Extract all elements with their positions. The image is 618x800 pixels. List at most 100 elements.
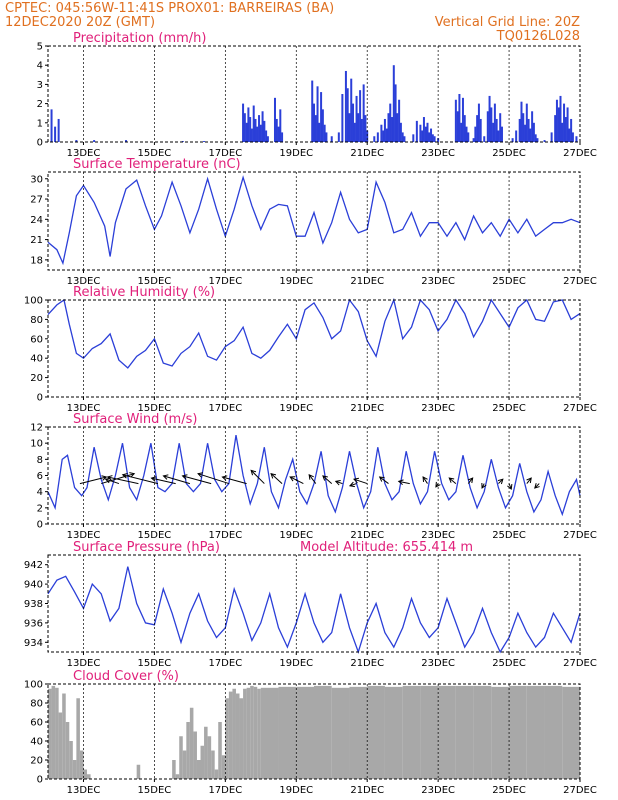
cloud-cover-bar	[179, 736, 183, 779]
precip-bar	[357, 113, 360, 142]
cloud-x-tick-label: 21DEC	[350, 785, 384, 796]
cloud-x-tick-label: 27DEC	[563, 785, 597, 796]
pres-y-tick-label: 938	[24, 599, 43, 610]
cloud-cover-bar	[257, 688, 261, 779]
wind-arrow-head	[422, 476, 428, 483]
precip-bar	[364, 115, 367, 142]
precip-bar	[412, 134, 415, 142]
rh-y-tick-label: 80	[30, 315, 43, 326]
precip-y-tick-label: 2	[37, 99, 43, 110]
cloud-cover-bar	[214, 769, 219, 779]
rh-x-tick-label: 23DEC	[421, 403, 455, 414]
wind-arrow-head	[250, 469, 257, 476]
wind-arrow-head	[497, 478, 504, 485]
cloud-cover-bar	[65, 722, 70, 779]
precip-bar	[458, 94, 461, 142]
precip-bar	[492, 122, 495, 142]
cloud-cover-bar	[136, 764, 141, 779]
cloud-cover-bar	[491, 686, 510, 779]
rh-x-tick-label: 13DEC	[67, 403, 101, 414]
cloud-cover-bar	[58, 712, 63, 779]
temp-x-tick-label: 15DEC	[138, 276, 172, 287]
cloud-x-tick-label: 17DEC	[208, 785, 242, 796]
wind-arrow	[289, 476, 304, 485]
cloud-cover-bar	[55, 687, 59, 779]
wind-x-tick-label: 15DEC	[138, 530, 172, 541]
precip-x-tick-label: 15DEC	[138, 148, 172, 159]
precip-bar	[403, 136, 406, 142]
temp-title: Surface Temperature (nC)	[73, 157, 241, 172]
precip-bar	[323, 124, 326, 142]
cloud-y-tick-label: 100	[24, 680, 43, 691]
cloud-cover-bar	[83, 769, 88, 779]
precip-bar	[382, 130, 385, 142]
precip-bar	[254, 118, 257, 142]
precip-bar	[265, 130, 268, 142]
rh-x-tick-label: 27DEC	[563, 403, 597, 414]
run-date: 12DEC2020 20Z (GMT)	[5, 15, 155, 30]
precip-bar	[488, 95, 491, 142]
precip-bar	[433, 136, 436, 142]
precip-bar	[389, 103, 392, 142]
cloud-cover-bar	[69, 741, 73, 779]
wind-arrow-head	[101, 475, 108, 481]
cloud-x-tick-label: 19DEC	[279, 785, 313, 796]
precip-bar	[252, 105, 255, 142]
precip-bar	[261, 111, 264, 142]
rh-x-tick-label: 19DEC	[279, 403, 313, 414]
precip-bar	[474, 126, 477, 142]
precip-bar	[529, 128, 532, 142]
wind-arrow-head	[378, 476, 385, 482]
cloud-cover-bar	[526, 685, 545, 779]
temp-x-tick-label: 19DEC	[279, 276, 313, 287]
wind-arrow	[122, 474, 159, 485]
cloud-cover-bar	[246, 687, 251, 779]
precip-bar	[125, 140, 128, 142]
precip-bar	[360, 118, 363, 142]
cloud-cover-bar	[260, 687, 279, 779]
wind-arrow	[422, 476, 428, 484]
cloud-cover-bar	[402, 685, 421, 779]
precip-bar	[493, 103, 496, 142]
wind-x-tick-label: 27DEC	[563, 530, 597, 541]
precip-bar	[422, 117, 425, 142]
precip-bar	[563, 103, 566, 142]
wind-arrow-head	[507, 484, 513, 491]
pres-y-tick-label: 940	[24, 580, 43, 591]
precip-bar	[421, 130, 424, 142]
pres-y-tick-label: 942	[24, 560, 43, 571]
cloud-cover-bar	[62, 693, 66, 779]
wind-arrow-head	[448, 477, 455, 483]
precip-bar	[330, 136, 333, 142]
cloud-cover-bar	[296, 686, 314, 779]
precip-bar	[353, 122, 356, 142]
wind-arrow	[107, 476, 139, 485]
wind-arrow	[163, 475, 191, 485]
precip-bar	[428, 132, 431, 142]
pres-y-tick-label: 934	[24, 638, 43, 649]
wind-arrow-head	[397, 479, 404, 485]
wind-title: Surface Wind (m/s)	[73, 412, 197, 427]
cloud-cover-bar	[228, 691, 233, 779]
precip-bar	[531, 111, 534, 142]
wind-x-tick-label: 17DEC	[208, 530, 242, 541]
wind-arrow	[353, 478, 368, 485]
precip-bar	[311, 80, 314, 142]
wind-arrow-head	[270, 472, 277, 479]
cloud-cover-bar	[211, 750, 215, 779]
precip-bar	[348, 113, 351, 142]
precip-bar	[337, 132, 340, 142]
rh-y-tick-label: 40	[30, 354, 43, 365]
precip-bar	[555, 99, 558, 142]
cloud-x-tick-label: 25DEC	[492, 785, 526, 796]
precip-bar	[57, 118, 60, 142]
cloud-panel: Cloud Cover (%) 0 20 40 60 80 100 13DEC 15DEC 17D…	[24, 669, 597, 796]
precip-bar	[376, 132, 379, 142]
precip-bar	[54, 126, 57, 142]
cloud-cover-bar	[72, 760, 77, 779]
pres-x-tick-label: 25DEC	[492, 658, 526, 669]
precip-bar	[534, 134, 537, 142]
wind-y-tick-label: 4	[37, 487, 43, 498]
wind-arrow-head	[467, 477, 474, 484]
